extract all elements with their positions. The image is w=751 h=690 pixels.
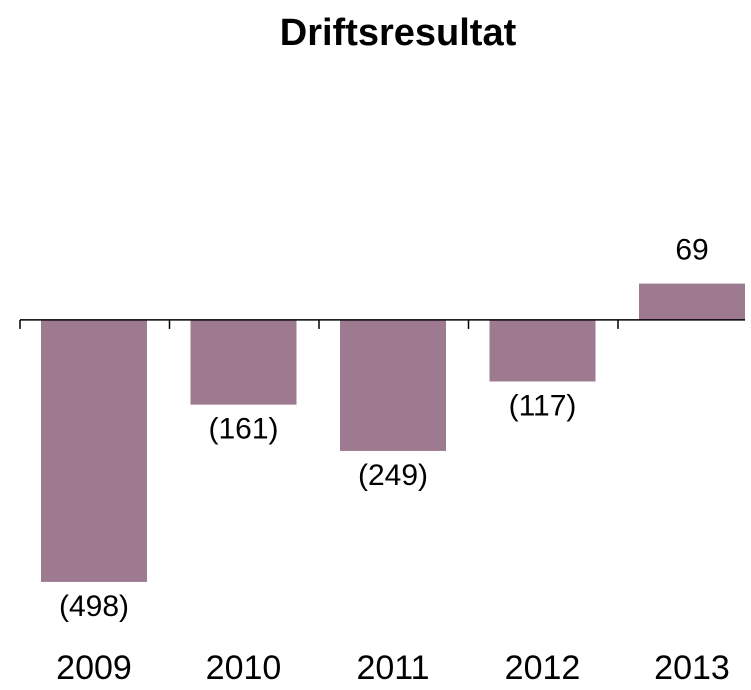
- x-tick-label: 2013: [654, 649, 730, 687]
- x-tick-label: 2010: [206, 649, 282, 687]
- data-label: (249): [358, 459, 428, 492]
- data-label: (498): [59, 590, 129, 623]
- bar: [489, 319, 596, 382]
- x-tick-label: 2009: [56, 649, 132, 687]
- x-tick-label: 2011: [356, 649, 429, 687]
- chart-title: Driftsresultat: [280, 12, 517, 54]
- bar: [41, 319, 147, 582]
- x-tick-label: 2012: [505, 649, 581, 687]
- data-label: (161): [208, 413, 278, 446]
- data-label: (117): [509, 389, 577, 422]
- bar: [340, 319, 446, 451]
- bar: [190, 319, 297, 405]
- bar: [639, 283, 745, 320]
- data-label: 69: [675, 234, 708, 267]
